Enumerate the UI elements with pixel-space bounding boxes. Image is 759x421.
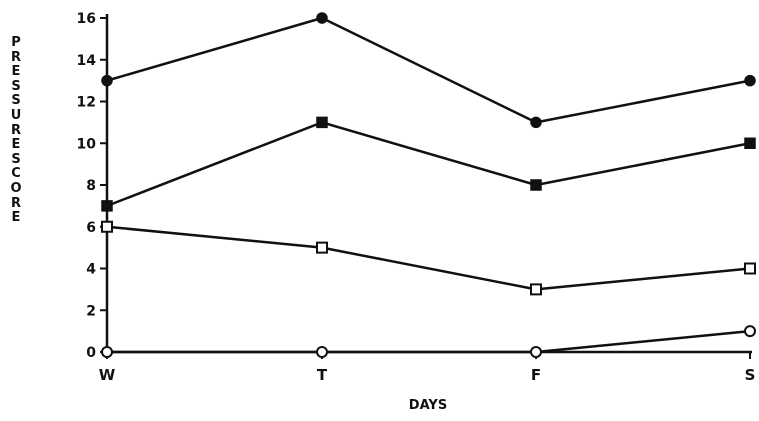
y-tick-label: 14: [77, 53, 97, 69]
data-point: [316, 346, 328, 358]
series-line: [107, 329, 751, 354]
y-tick-label: 10: [77, 136, 97, 152]
series-line: [106, 121, 751, 208]
data-point: [316, 12, 328, 24]
data-point: [744, 325, 756, 338]
y-tick-label: 8: [86, 178, 96, 194]
data-point: [744, 262, 756, 275]
x-tick-label: S: [745, 366, 756, 384]
x-tick-label: W: [99, 366, 116, 384]
data-point: [744, 74, 756, 87]
data-point: [101, 220, 113, 233]
data-point: [530, 283, 542, 296]
series-line: [106, 225, 751, 291]
y-tick-label: 12: [77, 95, 96, 111]
y-tick-label: 4: [86, 262, 96, 278]
data-point: [101, 200, 113, 212]
y-tick-label: 16: [77, 11, 96, 27]
data-point: [316, 241, 328, 254]
y-tick-label: 0: [86, 345, 96, 361]
y-axis-label: PRESSURESCORE: [10, 35, 22, 226]
data-point: [744, 137, 756, 149]
x-axis-label: DAYS: [409, 398, 447, 413]
data-point: [530, 346, 542, 358]
data-point: [316, 116, 328, 129]
data-point: [101, 346, 113, 358]
data-point: [530, 116, 542, 129]
series-line: [106, 16, 751, 124]
data-point: [101, 74, 113, 87]
x-tick-label: F: [531, 366, 541, 384]
y-tick-label: 6: [86, 220, 96, 236]
data-point: [530, 179, 542, 191]
y-tick-label: 2: [86, 303, 96, 319]
x-tick-label: T: [317, 366, 328, 384]
